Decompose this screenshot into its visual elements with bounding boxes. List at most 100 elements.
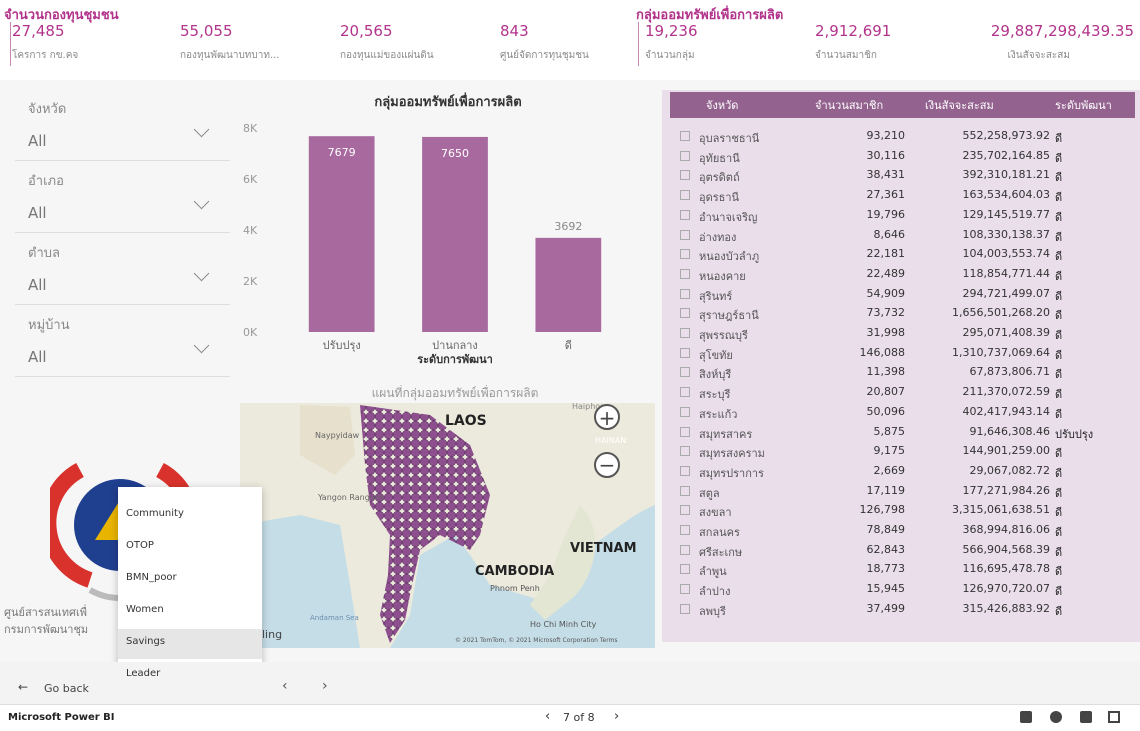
slicer-label: อำเภอ [28, 174, 64, 189]
table-cell: สุพรรณบุรี [699, 329, 748, 342]
table-cell: หนองบัวลำภู [699, 250, 760, 264]
menu-highlight [118, 629, 262, 659]
table-cell: 22,181 [866, 247, 906, 261]
table-cell: ดี [1055, 151, 1063, 165]
table-cell: ดี [1055, 309, 1063, 323]
table-cell: ดี [1055, 486, 1063, 500]
table-cell: 235,702,164.85 [962, 148, 1050, 162]
expand-icon [680, 347, 690, 358]
table-cell: 177,271,984.26 [962, 483, 1050, 497]
menu-item[interactable]: Community [126, 508, 184, 519]
table-cell: อุทัยธานี [699, 151, 740, 165]
table-cell: อ่างทอง [699, 230, 737, 244]
table-cell: ดี [1055, 585, 1063, 599]
kpi-value: 29,887,298,439.35 [990, 22, 1134, 40]
bar [422, 136, 488, 332]
expand-icon [680, 328, 690, 338]
map-label: Phnom Penh [490, 584, 540, 593]
table-column-header: จำนวนสมาชิก [815, 99, 884, 112]
table-cell: 144,901,259.00 [962, 444, 1050, 458]
table-cell: 146,088 [859, 345, 906, 359]
table-cell: ลพบุรี [699, 604, 726, 618]
kpi-value: 843 [500, 22, 529, 40]
page-next[interactable]: › [614, 709, 620, 724]
table-cell: อำนาจเจริญ [699, 210, 758, 224]
slicer-underline [15, 160, 230, 161]
table-cell: 2,669 [873, 463, 906, 477]
page-prev[interactable]: ‹ [545, 709, 551, 724]
table-cell: 78,849 [866, 523, 906, 536]
share-icon[interactable] [1050, 711, 1062, 723]
table-cell: 1,656,501,268.20 [952, 306, 1050, 320]
table-cell: 67,873,806.71 [969, 365, 1050, 379]
table-cell: ดี [1055, 230, 1063, 244]
expand-icon [680, 426, 690, 437]
table-cell: 163,534,604.03 [962, 188, 1050, 202]
kpi-label: เงินสัจจะสะสม [1007, 50, 1071, 61]
table-column-header: เงินสัจจะสะสม [925, 99, 994, 112]
map-label: HAINAN [595, 436, 626, 445]
expand-icon [680, 387, 690, 398]
zoom-out[interactable]: − [594, 452, 620, 478]
share-icon[interactable] [1020, 711, 1032, 723]
table-cell: 15,945 [866, 582, 906, 596]
map-label: CAMBODIA [475, 564, 554, 579]
menu-item[interactable]: Leader [126, 668, 161, 679]
map: แผนที่กลุ่มออมทรัพย์เพื่อการผลิต LAOS VIET… [240, 385, 655, 648]
kpi-value: 20,565 [340, 22, 393, 40]
y-tick-label: 0K [243, 326, 258, 339]
table-column-header: จังหวัด [706, 99, 739, 112]
table-cell: ดี [1055, 269, 1063, 283]
prev-button[interactable]: ‹ [282, 678, 288, 694]
menu-item[interactable]: Women [126, 604, 164, 615]
menu-item[interactable]: OTOP [126, 540, 154, 551]
kpi-label: จำนวนกลุ่ม [645, 50, 695, 61]
expand-icon [680, 249, 690, 260]
table-cell: 73,732 [866, 306, 906, 320]
slicer-value: All [28, 132, 47, 150]
map-label: Yangon Rangoon [317, 493, 385, 502]
table-cell: ดี [1055, 348, 1063, 362]
back-button[interactable]: Go back [44, 682, 89, 695]
menu-item[interactable]: BMN_poor [126, 572, 177, 583]
table-panel [662, 90, 1140, 642]
slicer-value: All [28, 276, 47, 294]
expand-icon [680, 525, 690, 535]
table-cell: อุบลราชธานี [699, 132, 760, 145]
slicer-label: จังหวัด [28, 102, 67, 117]
kpi-label: กองทุนพัฒนาบทบาท... [180, 50, 280, 61]
share-icon[interactable] [1108, 711, 1120, 723]
table-cell: 129,145,519.77 [962, 207, 1050, 221]
table-cell: สมุทรปราการ [699, 466, 764, 480]
table-cell: ดี [1055, 545, 1063, 559]
table-cell: 9,175 [873, 444, 906, 458]
chart-title: กลุ่มออมทรัพย์เพื่อการผลิต [374, 92, 521, 110]
table-cell: ดี [1055, 447, 1063, 461]
share-icon[interactable] [1080, 711, 1092, 723]
table-column-header: ระดับพัฒนา [1055, 99, 1112, 112]
slicer-value: All [28, 348, 47, 366]
nav-bar [0, 662, 1140, 704]
menu-item[interactable]: Savings [126, 636, 166, 647]
next-button[interactable]: › [322, 678, 328, 694]
brand: Microsoft Power BI [8, 712, 115, 723]
back-arrow[interactable]: ← [18, 680, 29, 694]
table-cell: ดี [1055, 329, 1063, 342]
table-cell: ดี [1055, 526, 1063, 539]
data-label: 7650 [441, 147, 469, 160]
table-cell: 31,998 [866, 326, 906, 339]
table-cell: 11,398 [866, 365, 906, 379]
table-cell: 5,875 [873, 424, 906, 438]
table-cell: สตูล [699, 486, 720, 500]
table-cell: ลำพูน [699, 565, 727, 579]
zoom-in[interactable]: + [594, 404, 620, 430]
slicer-underline [15, 376, 230, 377]
table-cell: 62,843 [866, 542, 906, 556]
slicer-chevron [193, 265, 210, 282]
expand-icon [680, 288, 690, 299]
x-axis-title: ระดับการพัฒนา [417, 353, 493, 366]
table-cell: 19,796 [866, 207, 906, 221]
expand-icon [680, 446, 690, 457]
table-cell: ดี [1055, 210, 1063, 224]
map-copyright: © 2021 TomTom, © 2021 Microsoft Corporat… [455, 637, 618, 644]
